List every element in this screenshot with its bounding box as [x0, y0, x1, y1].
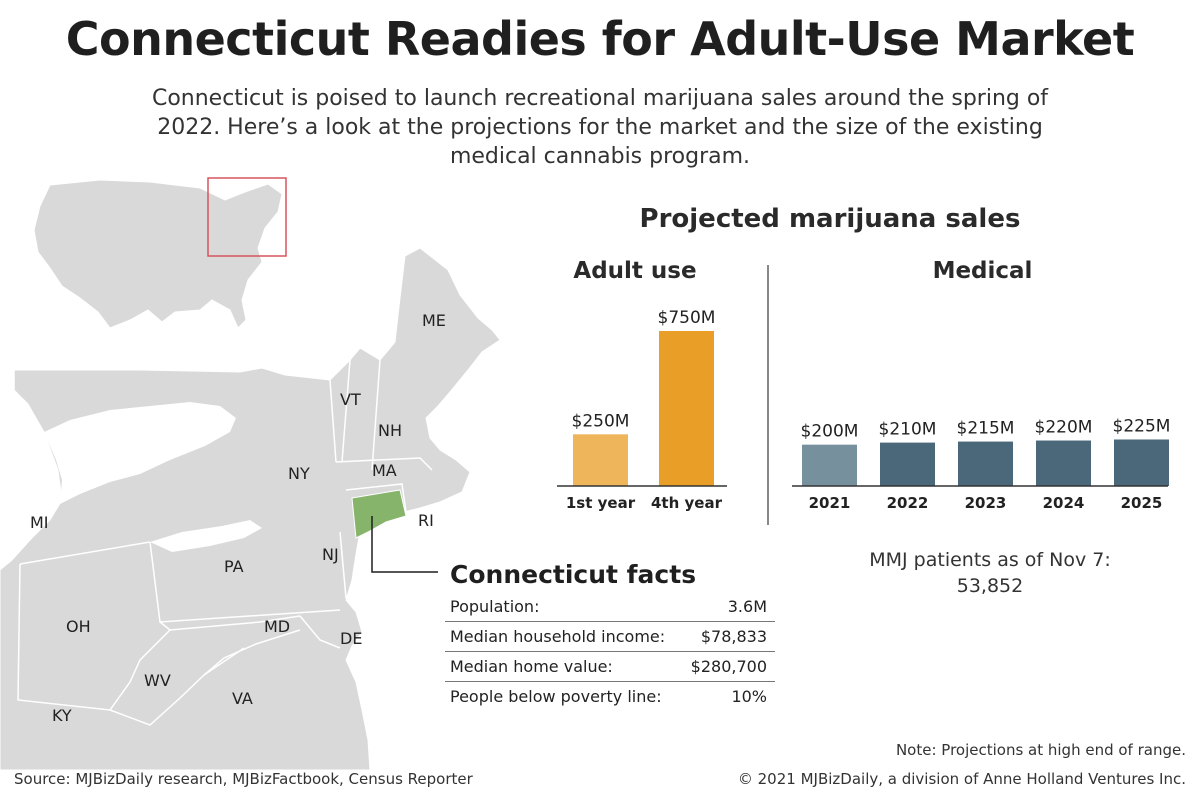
bar [573, 434, 628, 486]
state-label-vt: VT [340, 390, 361, 409]
facts-row: Population: 3.6M [445, 592, 775, 622]
facts-value: 3.6M [681, 592, 775, 622]
facts-value: 10% [731, 687, 767, 706]
state-label-va: VA [232, 689, 253, 708]
page-title: Connecticut Readies for Adult-Use Market [65, 12, 1135, 66]
adult-use-title: Adult use [573, 258, 697, 284]
data-label: $200M [801, 422, 859, 442]
data-label: $250M [572, 411, 630, 431]
state-label-nj: NJ [322, 545, 339, 564]
source: Source: MJBizDaily research, MJBizFactbo… [14, 770, 473, 788]
facts-label: Median home value: [445, 651, 682, 682]
category-label: 2022 [887, 494, 929, 512]
bar [1114, 439, 1169, 486]
category-label: 2021 [809, 494, 851, 512]
data-label: $215M [957, 419, 1015, 439]
facts-row: Median household income: $78,833 [445, 621, 775, 652]
page-subtitle: Connecticut is poised to launch recreati… [151, 86, 1049, 169]
state-label-nh: NH [378, 421, 402, 440]
section-title: Projected marijuana sales [639, 204, 1021, 234]
bar [880, 442, 935, 486]
medical-chart: $200M 2021 $210M 2022 $215M 2023 $220M 2024 $225… [792, 416, 1171, 512]
chart-divider [767, 265, 769, 525]
state-label-me: ME [422, 311, 446, 330]
us-inset-shape [33, 179, 283, 329]
state-label-de: DE [340, 629, 362, 648]
facts-row: People below poverty line: 10% [445, 682, 775, 712]
state-label-ma: MA [372, 461, 397, 480]
facts-label: Population: [445, 592, 682, 622]
adult-use-chart: $250M 1st year $750M 4th year [557, 308, 727, 512]
connecticut-callout-line [371, 516, 438, 573]
state-label-wv: WV [144, 671, 171, 690]
bar [958, 441, 1013, 486]
connecticut-shape [351, 489, 407, 539]
bar [659, 330, 714, 486]
lake-shape [44, 402, 236, 504]
category-label: 2025 [1121, 494, 1163, 512]
state-label-mi: MI [30, 513, 49, 532]
note: Note: Projections at high end of range. [895, 741, 1186, 759]
category-label: 2023 [965, 494, 1007, 512]
facts-label: Median household income: [445, 621, 682, 652]
lake-shape-2 [150, 520, 262, 552]
facts-row: Median home value: $280,700 [445, 651, 775, 682]
bar [1036, 440, 1091, 486]
land-shape [0, 247, 501, 770]
inset-highlight-box [207, 177, 287, 257]
state-label-ri: RI [418, 511, 434, 530]
facts-label: People below poverty line: [450, 687, 662, 706]
mmj-patients: MMJ patients as of Nov 7: 53,852 [820, 547, 1160, 599]
state-label-ny: NY [288, 464, 310, 483]
mmj-value: 53,852 [956, 575, 1024, 597]
state-label-pa: PA [224, 557, 244, 576]
state-label-ky: KY [52, 706, 72, 725]
facts-table: Population: 3.6M Median household income:… [445, 592, 775, 711]
copyright: © 2021 MJBizDaily, a division of Anne Ho… [737, 770, 1186, 788]
state-label-oh: OH [66, 617, 91, 636]
northeast-map: ME VT NH NY MA RI MI PA NJ OH MD DE WV V… [0, 177, 501, 770]
data-label: $210M [879, 420, 937, 440]
state-label-md: MD [264, 617, 290, 636]
category-label: 1st year [566, 494, 636, 512]
category-label: 4th year [651, 494, 723, 512]
category-label: 2024 [1043, 494, 1085, 512]
data-label: $220M [1035, 418, 1093, 438]
facts-value: $280,700 [681, 651, 775, 682]
mmj-label: MMJ patients as of Nov 7: [869, 549, 1111, 571]
data-label: $225M [1113, 416, 1171, 436]
facts-title: Connecticut facts [450, 560, 697, 589]
bar [802, 444, 857, 486]
data-label: $750M [658, 308, 716, 328]
facts-value: $78,833 [681, 621, 775, 652]
medical-title: Medical [932, 258, 1033, 284]
